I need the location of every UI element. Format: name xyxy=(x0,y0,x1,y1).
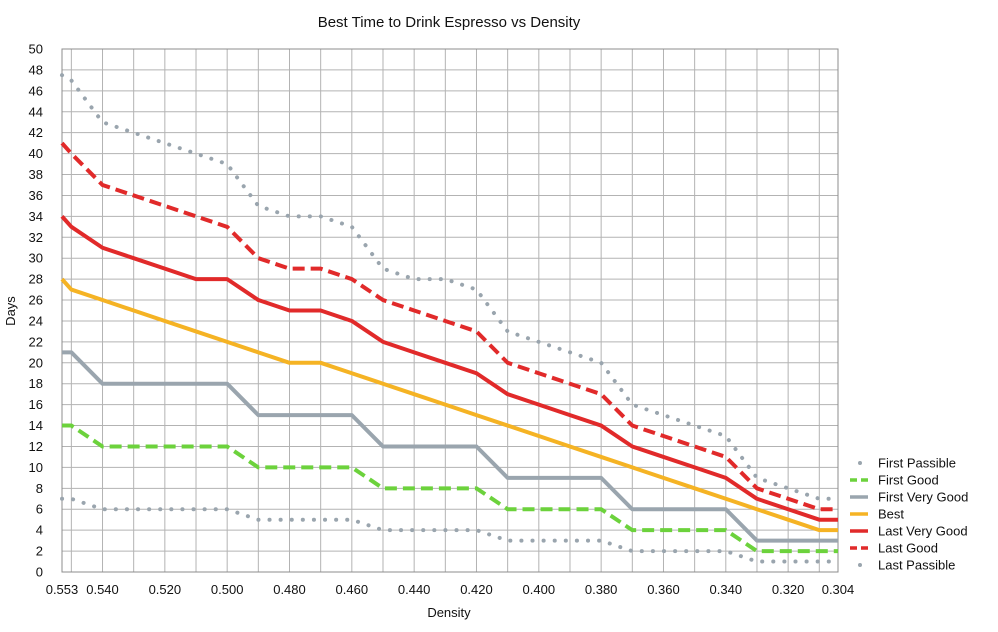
y-tick-label: 42 xyxy=(29,125,43,140)
y-tick-label: 46 xyxy=(29,83,43,98)
plot-grid xyxy=(61,48,839,573)
y-tick-label: 6 xyxy=(36,502,43,517)
y-tick-label: 16 xyxy=(29,397,43,412)
x-tick-label: 0.480 xyxy=(273,582,306,597)
plot-frame xyxy=(61,48,839,573)
y-tick-label: 14 xyxy=(29,418,43,433)
y-tick-label: 28 xyxy=(29,272,43,287)
series-line-0 xyxy=(60,496,840,564)
y-tick-label: 22 xyxy=(29,334,43,349)
x-axis-ticks: 0.553 0.540 0.520 0.500 0.480 0.460 0.440 0.420… xyxy=(46,582,855,597)
legend-label: Last Good xyxy=(878,541,938,556)
legend-label: First Very Good xyxy=(878,490,968,505)
x-tick-label: 0.340 xyxy=(710,582,743,597)
series-line-5 xyxy=(60,141,838,512)
legend-swatch xyxy=(858,461,862,465)
x-tick-label: 0.320 xyxy=(772,582,805,597)
x-tick-label: 0.553 xyxy=(46,582,79,597)
y-tick-label: 20 xyxy=(29,355,43,370)
x-tick-label: 0.520 xyxy=(149,582,182,597)
y-tick-label: 50 xyxy=(29,42,43,57)
series-line-3 xyxy=(60,277,838,533)
chart-title: Best Time to Drink Espresso vs Density xyxy=(318,14,581,31)
legend-swatch xyxy=(858,563,862,567)
y-tick-label: 10 xyxy=(29,460,43,475)
x-tick-label: 0.360 xyxy=(647,582,680,597)
y-tick-label: 0 xyxy=(36,565,43,580)
y-tick-label: 36 xyxy=(29,188,43,203)
legend-label: Last Very Good xyxy=(878,524,968,539)
y-tick-label: 4 xyxy=(36,523,43,538)
x-axis-title: Density xyxy=(427,605,471,620)
legend: First Passible First Good First Very Good B… xyxy=(850,456,968,573)
y-tick-label: 38 xyxy=(29,167,43,182)
series-line-2 xyxy=(62,350,838,543)
legend-label: Best xyxy=(878,507,904,522)
y-tick-label: 44 xyxy=(29,104,43,119)
x-tick-label: 0.460 xyxy=(336,582,369,597)
y-tick-label: 32 xyxy=(29,230,43,245)
series-line-4 xyxy=(60,215,838,522)
x-tick-label: 0.400 xyxy=(523,582,556,597)
x-tick-label: 0.500 xyxy=(211,582,244,597)
x-tick-label: 0.380 xyxy=(585,582,618,597)
y-tick-label: 12 xyxy=(29,439,43,454)
series-line-6 xyxy=(60,73,840,501)
legend-label: Last Passible xyxy=(878,558,955,573)
legend-label: First Good xyxy=(878,473,939,488)
y-tick-label: 26 xyxy=(29,293,43,308)
x-tick-label: 0.540 xyxy=(86,582,119,597)
y-tick-label: 2 xyxy=(36,544,43,559)
y-axis-title: Days xyxy=(3,296,18,326)
x-tick-label: 0.420 xyxy=(460,582,493,597)
x-tick-label: 0.440 xyxy=(398,582,431,597)
legend-label: First Passible xyxy=(878,456,956,471)
y-tick-label: 24 xyxy=(29,313,43,328)
y-axis-ticks: 0246810121416182022242628303234363840424… xyxy=(29,42,43,580)
y-tick-label: 48 xyxy=(29,62,43,77)
y-tick-label: 40 xyxy=(29,146,43,161)
y-tick-label: 30 xyxy=(29,251,43,266)
y-tick-label: 8 xyxy=(36,481,43,496)
series-line-1 xyxy=(62,423,838,554)
y-tick-label: 34 xyxy=(29,209,43,224)
x-tick-label: 0.304 xyxy=(822,582,855,597)
series-layer xyxy=(60,73,840,564)
y-tick-label: 18 xyxy=(29,376,43,391)
